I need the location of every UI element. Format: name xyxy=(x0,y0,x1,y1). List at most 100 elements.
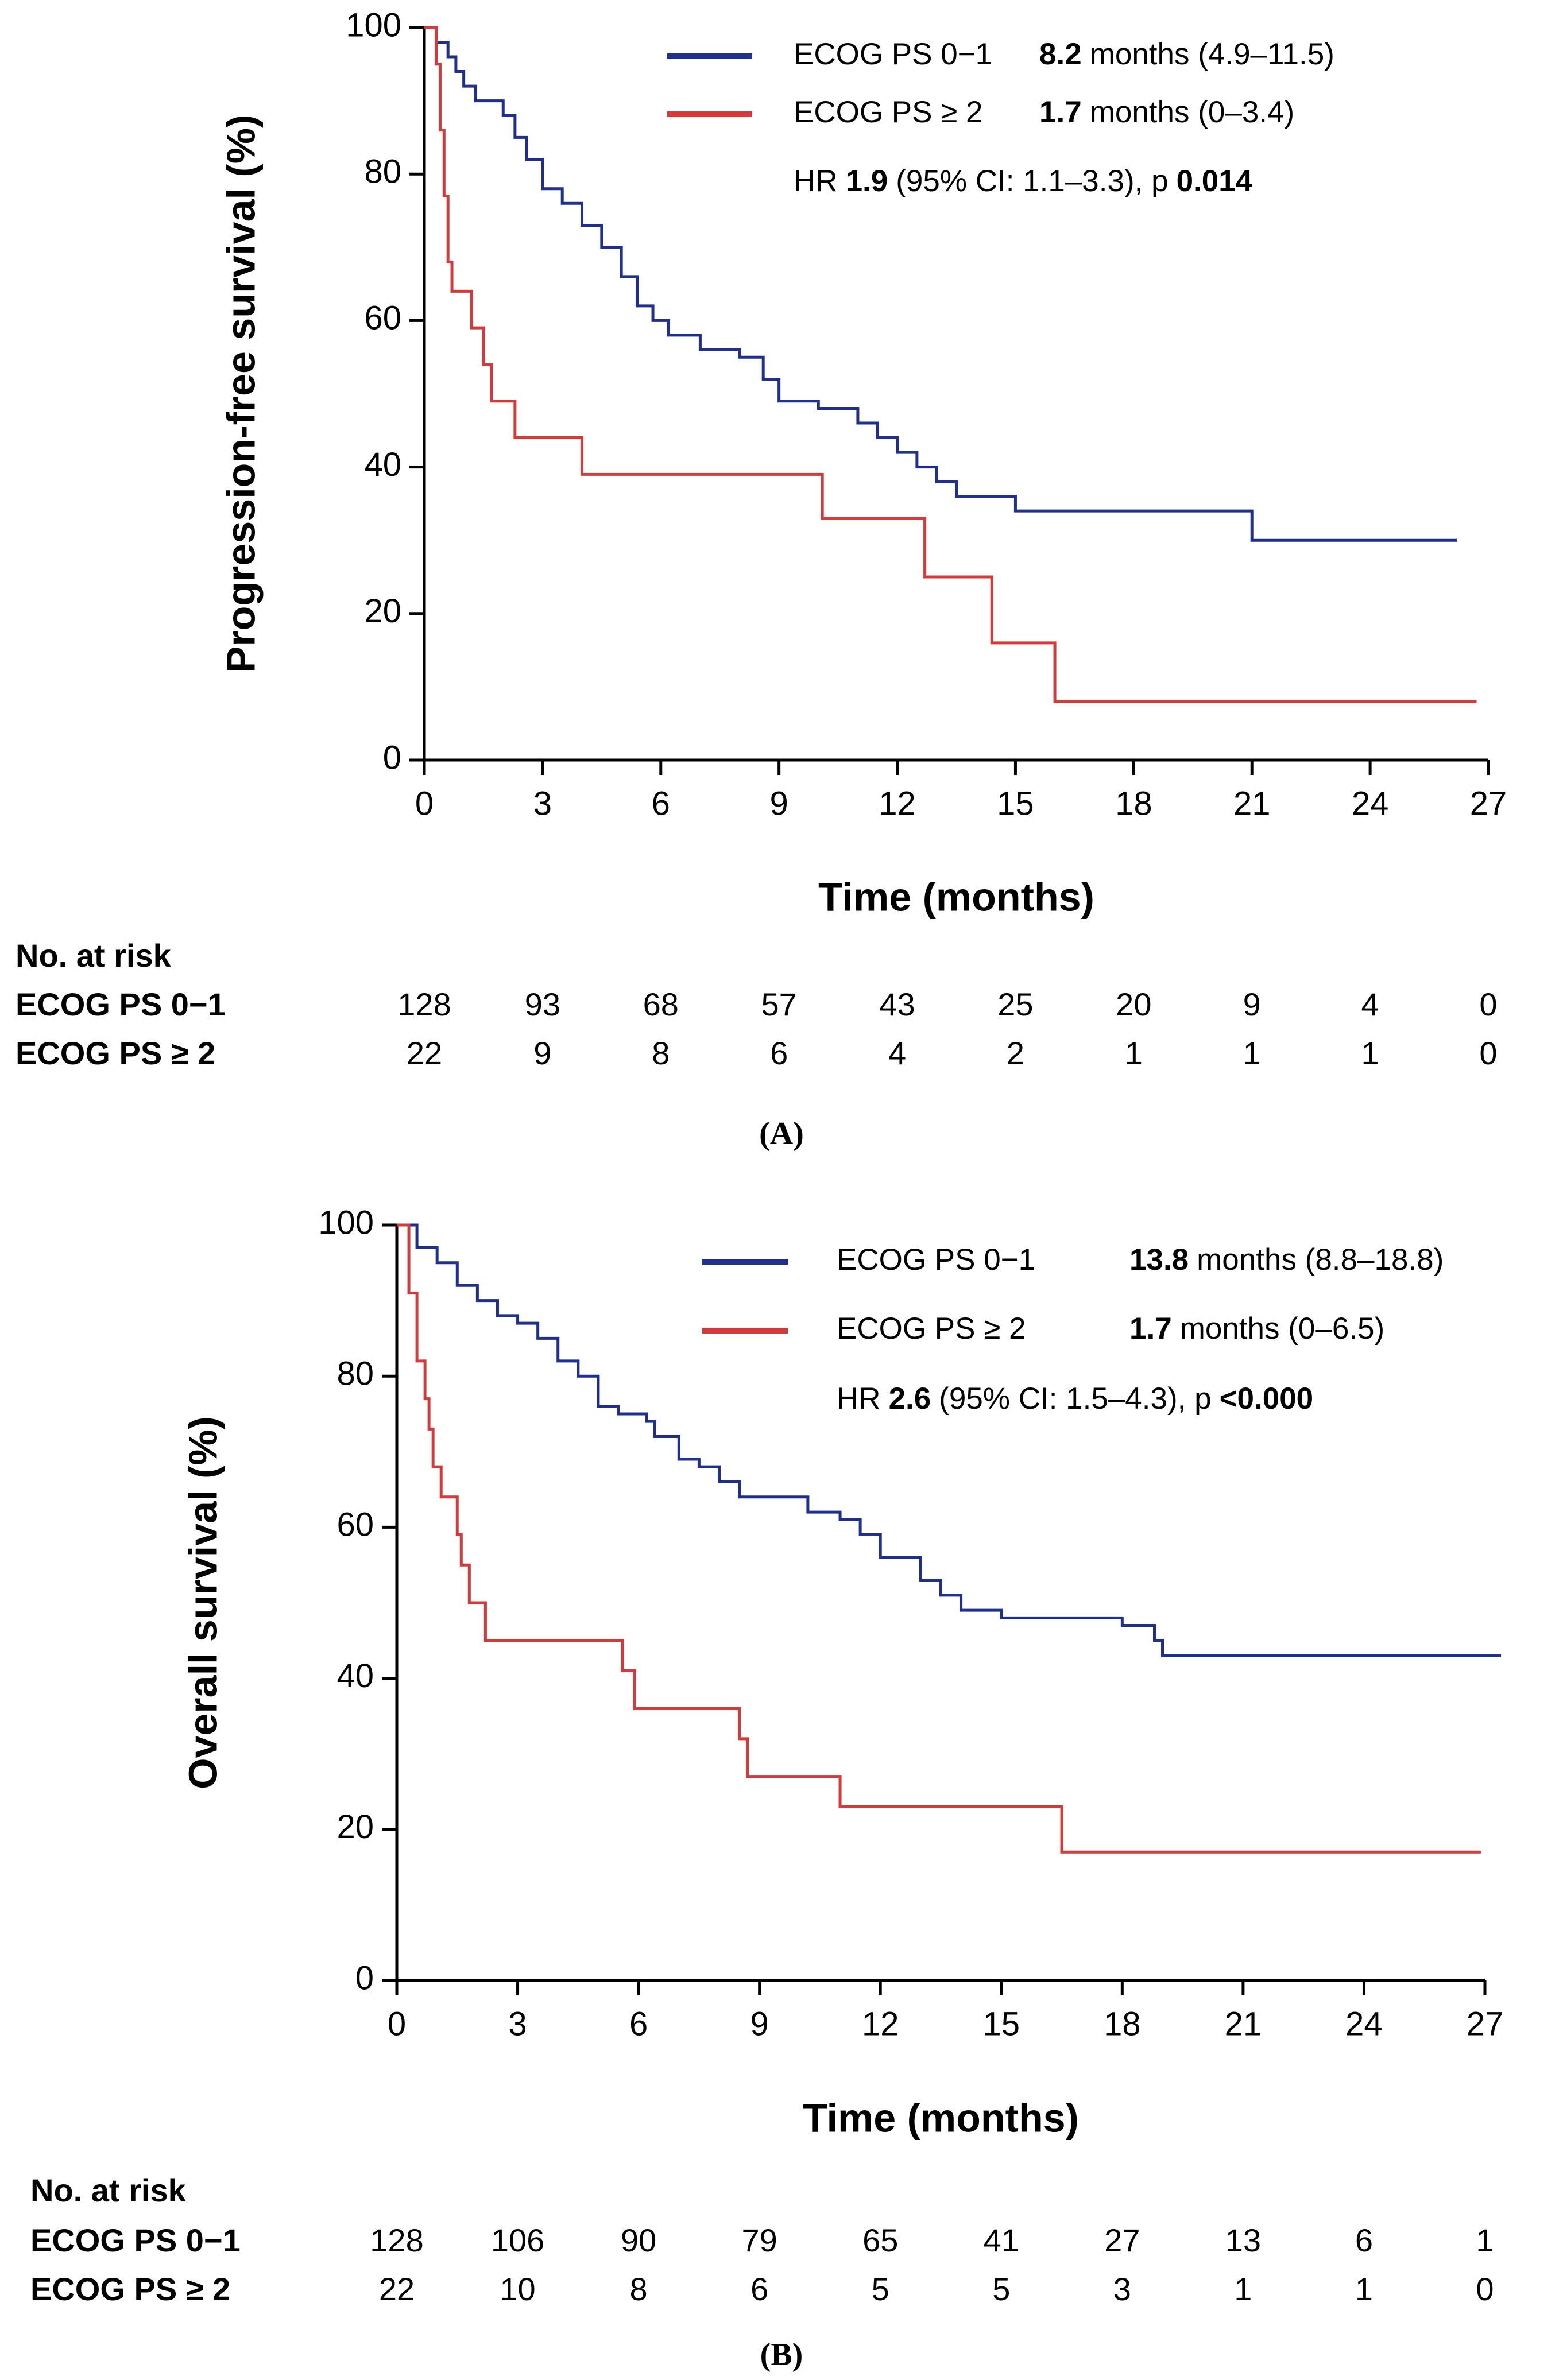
risk-value: 128 xyxy=(397,986,451,1022)
x-tick-label: 24 xyxy=(1352,785,1389,822)
risk-row-label: ECOG PS 0−1 xyxy=(16,986,226,1022)
x-tick-label: 18 xyxy=(1115,785,1152,822)
panel-label: (B) xyxy=(760,2337,803,2373)
x-tick-label: 6 xyxy=(629,2005,648,2042)
median-value: 1.7 xyxy=(1129,1312,1172,1346)
risk-value: 9 xyxy=(533,1035,551,1071)
risk-value: 22 xyxy=(379,2271,415,2307)
y-tick-label: 0 xyxy=(383,739,401,776)
x-tick-label: 9 xyxy=(750,2005,769,2042)
p-value: <0.000 xyxy=(1220,1382,1314,1416)
risk-value: 68 xyxy=(643,986,679,1022)
x-tick-label: 21 xyxy=(1225,2005,1262,2042)
median-ci: months (0–6.5) xyxy=(1180,1312,1384,1346)
risk-value: 2 xyxy=(1007,1035,1024,1071)
panel-label: (A) xyxy=(759,1116,804,1152)
risk-value: 65 xyxy=(862,2222,898,2258)
survival-curve xyxy=(424,26,1457,542)
risk-value: 1 xyxy=(1361,1035,1379,1071)
risk-value: 3 xyxy=(1113,2271,1131,2307)
legend-median: 8.2 months (4.9–11.5) xyxy=(1039,37,1334,71)
survival-curve xyxy=(424,26,1477,703)
risk-value: 13 xyxy=(1225,2222,1261,2258)
x-tick-label: 21 xyxy=(1233,785,1271,822)
y-tick-label: 20 xyxy=(336,1808,374,1846)
hr-label: HR xyxy=(837,1382,881,1416)
risk-value: 6 xyxy=(1355,2222,1373,2258)
risk-value: 6 xyxy=(750,2271,768,2307)
x-tick-label: 9 xyxy=(770,785,788,822)
risk-value: 128 xyxy=(370,2222,423,2258)
risk-row-label: ECOG PS ≥ 2 xyxy=(16,1035,215,1071)
hazard-ratio: HR 2.6 (95% CI: 1.5–4.3), p <0.000 xyxy=(837,1382,1313,1416)
risk-value: 5 xyxy=(872,2271,889,2307)
risk-value: 0 xyxy=(1476,2271,1494,2307)
y-axis-title: Progression-free survival (%) xyxy=(218,115,263,673)
legend-label: ECOG PS ≥ 2 xyxy=(794,95,983,129)
y-tick-label: 100 xyxy=(318,1204,374,1241)
risk-value: 1 xyxy=(1125,1035,1143,1071)
y-tick-label: 0 xyxy=(355,1959,374,1997)
hazard-ratio: HR 1.9 (95% CI: 1.1–3.3), p 0.014 xyxy=(794,164,1253,198)
risk-value: 25 xyxy=(997,986,1033,1022)
median-ci: months (0–3.4) xyxy=(1090,95,1294,129)
risk-value: 22 xyxy=(407,1035,442,1071)
risk-value: 1 xyxy=(1243,1035,1261,1071)
risk-value: 1 xyxy=(1355,2271,1373,2307)
risk-value: 43 xyxy=(879,986,915,1022)
risk-value: 4 xyxy=(888,1035,906,1071)
hr-value: 2.6 xyxy=(889,1382,931,1416)
survival-curve xyxy=(397,1223,1481,1854)
risk-title: No. at risk xyxy=(16,937,172,974)
risk-value: 1 xyxy=(1476,2222,1494,2258)
risk-value: 79 xyxy=(742,2222,777,2258)
y-tick-label: 40 xyxy=(364,446,401,483)
risk-value: 106 xyxy=(491,2222,544,2258)
x-tick-label: 15 xyxy=(997,785,1034,822)
hr-value: 1.9 xyxy=(846,164,888,198)
risk-value: 8 xyxy=(630,2271,648,2307)
legend-label: ECOG PS 0−1 xyxy=(794,37,992,71)
median-ci: months (4.9–11.5) xyxy=(1090,37,1334,71)
survival-curve xyxy=(397,1223,1502,1657)
risk-value: 6 xyxy=(770,1035,788,1071)
risk-value: 27 xyxy=(1104,2222,1140,2258)
hr-label: HR xyxy=(794,164,838,198)
risk-value: 9 xyxy=(1243,986,1261,1022)
x-tick-label: 0 xyxy=(415,785,434,822)
x-tick-label: 12 xyxy=(862,2005,899,2042)
median-value: 1.7 xyxy=(1039,95,1082,129)
risk-row-label: ECOG PS 0−1 xyxy=(30,2222,241,2258)
median-ci: months (8.8–18.8) xyxy=(1197,1243,1444,1277)
x-tick-label: 3 xyxy=(533,785,552,822)
legend-label: ECOG PS 0−1 xyxy=(837,1243,1035,1277)
legend-median: 13.8 months (8.8–18.8) xyxy=(1129,1243,1444,1277)
y-tick-label: 80 xyxy=(364,153,401,191)
risk-value: 90 xyxy=(621,2222,656,2258)
risk-row-label: ECOG PS ≥ 2 xyxy=(30,2271,230,2307)
x-tick-label: 15 xyxy=(983,2005,1020,2042)
p-value: 0.014 xyxy=(1177,164,1253,198)
y-tick-label: 80 xyxy=(336,1355,374,1393)
legend-label: ECOG PS ≥ 2 xyxy=(837,1312,1026,1346)
risk-title: No. at risk xyxy=(30,2172,187,2208)
y-tick-label: 20 xyxy=(364,592,401,630)
risk-value: 8 xyxy=(652,1035,670,1071)
x-tick-label: 12 xyxy=(879,785,916,822)
hr-ci: (95% CI: 1.5–4.3), p xyxy=(939,1382,1211,1416)
y-tick-label: 60 xyxy=(336,1506,374,1544)
x-tick-label: 27 xyxy=(1470,785,1507,822)
y-axis-title: Overall survival (%) xyxy=(180,1416,225,1789)
risk-value: 93 xyxy=(525,986,560,1022)
risk-value: 41 xyxy=(984,2222,1019,2258)
x-axis-title: Time (months) xyxy=(818,874,1094,919)
x-tick-label: 24 xyxy=(1345,2005,1383,2042)
risk-value: 4 xyxy=(1361,986,1379,1022)
legend-median: 1.7 months (0–3.4) xyxy=(1039,95,1294,129)
x-tick-label: 27 xyxy=(1467,2005,1504,2042)
x-tick-label: 18 xyxy=(1104,2005,1141,2042)
median-value: 13.8 xyxy=(1129,1243,1189,1277)
risk-value: 20 xyxy=(1116,986,1151,1022)
